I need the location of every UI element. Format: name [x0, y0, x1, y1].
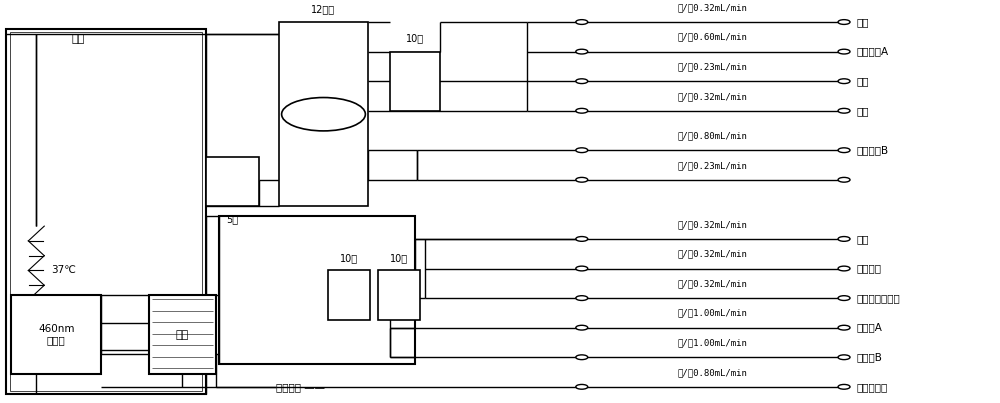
Circle shape	[838, 20, 850, 25]
Bar	[6, 29, 206, 394]
Text: 空气: 空气	[856, 106, 869, 116]
Bar	[378, 270, 420, 320]
Circle shape	[576, 177, 588, 182]
Bar	[26, 334, 76, 374]
Text: 5匝: 5匝	[226, 214, 238, 224]
Circle shape	[576, 384, 588, 389]
Text: 废液: 废液	[176, 330, 189, 340]
Text: 水或萃取液: 水或萃取液	[856, 382, 887, 392]
Circle shape	[838, 108, 850, 113]
Bar	[10, 32, 202, 391]
Circle shape	[576, 355, 588, 359]
Text: 灰/灰1.00mL/min: 灰/灰1.00mL/min	[678, 338, 748, 347]
Text: 10匝: 10匝	[340, 253, 358, 263]
Bar	[26, 334, 76, 374]
Text: 黑/黑0.32mL/min: 黑/黑0.32mL/min	[678, 279, 748, 288]
Text: 缓冲溶液A: 缓冲溶液A	[856, 47, 888, 56]
Text: 黑/黑0.32mL/min: 黑/黑0.32mL/min	[678, 249, 748, 259]
Circle shape	[282, 98, 365, 131]
Bar	[279, 22, 368, 206]
Text: 10匝: 10匝	[390, 253, 408, 263]
Circle shape	[576, 237, 588, 241]
Circle shape	[576, 148, 588, 153]
Circle shape	[838, 325, 850, 330]
Text: 硫氰化钾: 硫氰化钾	[856, 264, 881, 274]
Bar	[206, 157, 259, 206]
Text: 红/红0.80mL/min: 红/红0.80mL/min	[678, 368, 748, 377]
Text: 样品: 样品	[856, 76, 869, 86]
Circle shape	[576, 79, 588, 83]
Text: 空气: 空气	[856, 17, 869, 27]
Bar	[149, 295, 216, 374]
Text: 解毒液A: 解毒液A	[856, 323, 882, 332]
Text: 一氯异氰尿酸钠: 一氯异氰尿酸钠	[856, 293, 900, 303]
Bar	[206, 157, 259, 206]
Text: 橙/白0.23mL/min: 橙/白0.23mL/min	[678, 62, 748, 71]
Text: 460nm
比色计: 460nm 比色计	[38, 324, 74, 345]
Circle shape	[576, 266, 588, 271]
Bar	[328, 270, 370, 320]
Text: 空气: 空气	[856, 234, 869, 244]
Text: 橙/白0.23mL/min: 橙/白0.23mL/min	[678, 161, 748, 170]
Circle shape	[838, 79, 850, 83]
Text: 缓冲溶液B: 缓冲溶液B	[856, 145, 888, 155]
Text: 白/白0.60mL/min: 白/白0.60mL/min	[678, 33, 748, 42]
Text: 红/红0.80mL/min: 红/红0.80mL/min	[678, 131, 748, 140]
Bar	[11, 295, 101, 374]
Text: 黑/黑0.32mL/min: 黑/黑0.32mL/min	[678, 92, 748, 101]
Circle shape	[838, 266, 850, 271]
Bar	[219, 216, 415, 364]
Bar	[390, 52, 440, 111]
Circle shape	[576, 108, 588, 113]
Bar	[328, 270, 370, 320]
Circle shape	[838, 296, 850, 301]
Text: 黑/黑0.32mL/min: 黑/黑0.32mL/min	[678, 220, 748, 229]
Circle shape	[576, 296, 588, 301]
Circle shape	[838, 177, 850, 182]
Circle shape	[838, 384, 850, 389]
Bar	[378, 270, 420, 320]
Circle shape	[576, 20, 588, 25]
Text: 黑/黑0.32mL/min: 黑/黑0.32mL/min	[678, 3, 748, 12]
Circle shape	[838, 49, 850, 54]
Text: 10匝: 10匝	[79, 349, 97, 359]
Text: 10匝: 10匝	[406, 34, 424, 44]
Circle shape	[576, 49, 588, 54]
Text: 废液: 废液	[71, 34, 84, 44]
Text: 到取样器 ——: 到取样器 ——	[276, 382, 325, 392]
Bar	[279, 22, 368, 206]
Circle shape	[838, 237, 850, 241]
Text: 解毒液B: 解毒液B	[856, 352, 882, 362]
Circle shape	[576, 325, 588, 330]
Circle shape	[838, 355, 850, 359]
Bar	[390, 52, 440, 111]
Text: 37℃: 37℃	[51, 266, 76, 276]
Circle shape	[838, 148, 850, 153]
Text: 12英寸: 12英寸	[311, 4, 336, 14]
Text: 灰/灰1.00mL/min: 灰/灰1.00mL/min	[678, 309, 748, 318]
